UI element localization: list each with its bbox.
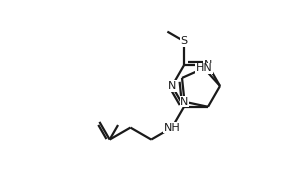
Text: NH: NH xyxy=(164,123,180,133)
Text: HN: HN xyxy=(196,63,212,73)
Text: N: N xyxy=(180,97,189,107)
Text: N: N xyxy=(204,60,212,70)
Text: N: N xyxy=(168,81,176,91)
Text: S: S xyxy=(180,36,187,46)
